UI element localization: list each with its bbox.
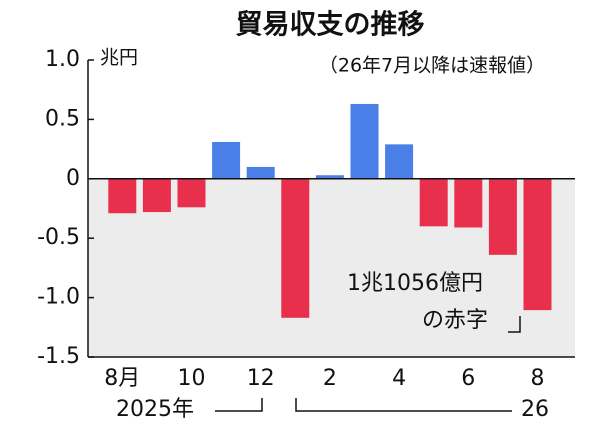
chart-title: 貿易収支の推移 xyxy=(236,10,425,41)
y-tick-label: -1.0 xyxy=(37,285,80,310)
y-tick-label: 0.5 xyxy=(45,106,80,131)
bar xyxy=(246,166,275,179)
x-tick-label: 8 xyxy=(531,366,545,391)
y-tick-label: 0 xyxy=(66,166,80,191)
annotation: の赤字 xyxy=(422,308,488,333)
year-label: 26 xyxy=(521,397,549,422)
annotation-bracket xyxy=(508,316,521,333)
bar xyxy=(212,141,241,179)
bar xyxy=(108,178,137,214)
bar xyxy=(488,178,517,255)
annotation: 1兆1056億円 xyxy=(347,271,483,296)
bar xyxy=(142,178,171,213)
chart-subtitle: （26年7月以降は速報値） xyxy=(319,55,545,77)
y-tick-label: 1.0 xyxy=(45,47,80,72)
year-bracket xyxy=(215,398,263,412)
year-label: 2025年 xyxy=(116,397,194,422)
x-tick-label: 2 xyxy=(323,366,337,391)
bar xyxy=(419,178,448,227)
y-tick-label: -1.5 xyxy=(37,344,80,369)
x-tick-label: 12 xyxy=(247,366,275,391)
y-unit: 兆円 xyxy=(100,47,138,69)
bar xyxy=(523,178,552,311)
y-tick-label: -0.5 xyxy=(37,225,80,250)
bar xyxy=(454,178,483,228)
x-tick-label: 4 xyxy=(392,366,406,391)
x-tick-label: 8月 xyxy=(104,366,140,391)
bar xyxy=(385,144,414,179)
bar xyxy=(315,175,344,179)
year-bracket xyxy=(295,398,512,412)
bar xyxy=(177,178,206,208)
bar xyxy=(281,178,310,318)
bar xyxy=(350,103,379,179)
x-tick-label: 10 xyxy=(178,366,206,391)
x-tick-label: 6 xyxy=(461,366,475,391)
